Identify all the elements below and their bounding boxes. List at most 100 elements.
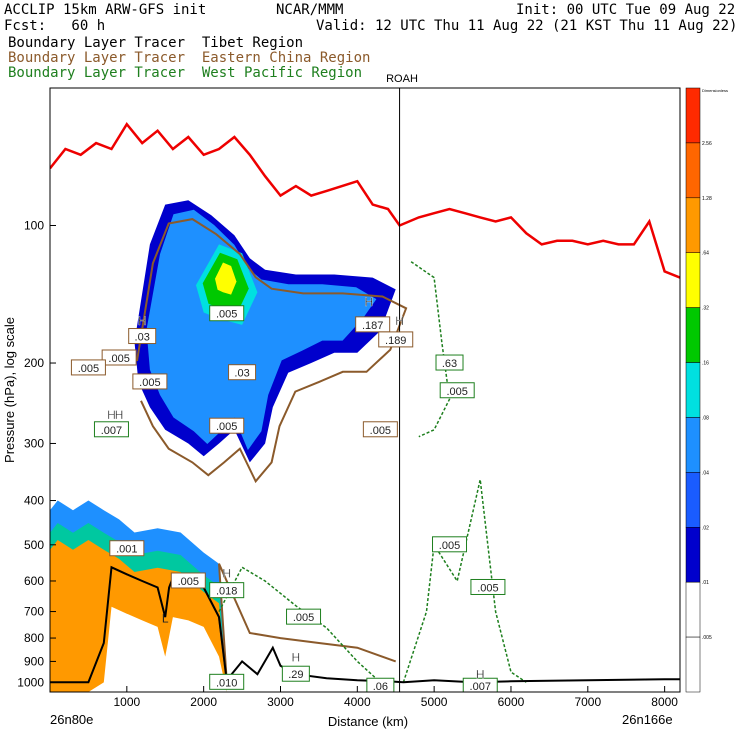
contour-label-box <box>470 578 506 595</box>
x-tick-label: 7000 <box>574 695 601 709</box>
contour-label-box <box>435 354 464 371</box>
colorbar-swatch <box>685 197 701 253</box>
contour-label: .007 <box>93 421 129 438</box>
y-tick-label: 500 <box>24 538 44 552</box>
y-tick-label: 700 <box>24 605 44 619</box>
contour-label-box <box>109 540 145 557</box>
colorbar-swatch <box>685 417 701 473</box>
header-source: NCAR/MMM <box>276 2 344 18</box>
x-tick-label: 4000 <box>344 695 371 709</box>
colorbar-tick-label: .02 <box>702 525 709 531</box>
contour-label-box <box>209 582 245 599</box>
contour-label-text: .005 <box>178 576 199 588</box>
contour-label-text: .005 <box>446 386 467 398</box>
contour-label-text: .018 <box>216 586 237 598</box>
contour-label-text: .005 <box>293 612 314 624</box>
contour-label: .005 <box>70 359 106 376</box>
colorbar-tick-label: .64 <box>702 251 709 257</box>
colorbar-swatch <box>685 362 701 418</box>
contour-label-box <box>170 572 206 589</box>
contour-label-text: .010 <box>216 677 237 689</box>
contour-label-text: .001 <box>116 544 137 556</box>
colorbar: 2.56 1.28 .64 .32 .16 .08 .04 .02 .01 .005 Dimensi… <box>685 87 728 693</box>
contour-label-text: .06 <box>373 681 388 693</box>
contour-label-text: .005 <box>216 421 237 433</box>
contour-label-box <box>281 665 310 682</box>
colorbar-tick-label: .08 <box>702 415 709 421</box>
contour-label-box <box>128 328 157 345</box>
colorbar-swatch <box>685 142 701 199</box>
colorbar-swatch <box>685 527 701 583</box>
contour-label: .005 <box>170 572 206 589</box>
contour-label-text: .005 <box>477 582 498 594</box>
upper-plume-mid <box>146 209 377 451</box>
contour-label: .03 <box>128 328 157 345</box>
contour-label: .06 <box>366 677 395 693</box>
contour-label-box <box>209 673 245 690</box>
contour-west-pacific-upper <box>410 261 451 438</box>
contour-label-text: .189 <box>385 335 406 347</box>
contour-label-box <box>101 349 137 366</box>
colorbar-swatch <box>685 636 701 693</box>
header-valid: Valid: 12 UTC Thu 11 Aug 22 (21 KST Thu … <box>316 18 738 34</box>
colorbar-tick-label: .01 <box>702 580 709 586</box>
x-tick-label: 3000 <box>267 695 294 709</box>
colorbar-title: Dimensionless <box>702 88 728 93</box>
colorbar-swatch <box>685 252 701 308</box>
low-marker: L <box>162 612 169 626</box>
contour-label-box <box>132 373 168 390</box>
colorbar-tick-label: .005 <box>702 635 712 641</box>
y-tick-label: 400 <box>24 494 44 508</box>
y-axis-label: Pressure (hPa), log scale <box>2 317 17 463</box>
contour-label-text: .005 <box>370 425 391 437</box>
upper-plume-yellow <box>215 262 237 295</box>
colorbar-tick-label: 2.56 <box>702 141 712 147</box>
high-marker: H <box>476 667 485 681</box>
contour-label-text: .187 <box>362 320 383 332</box>
corner-label-left: 26n80e <box>50 712 94 727</box>
contour-label-text: .007 <box>470 681 491 693</box>
contour-label-text: .005 <box>78 363 99 375</box>
high-marker: H <box>115 408 124 422</box>
contour-label-box <box>93 421 129 438</box>
high-marker: H <box>222 567 231 581</box>
contour-label: .187 <box>355 316 391 333</box>
high-marker: H <box>395 314 404 328</box>
contour-label-box <box>362 421 398 438</box>
plot-frame <box>49 87 681 693</box>
contour-label: .005 <box>470 578 506 595</box>
colorbar-tick-label: .04 <box>702 470 709 476</box>
contour-label-text: .007 <box>101 425 122 437</box>
contour-label-box <box>209 305 245 322</box>
marker-label: ROAH <box>386 73 418 85</box>
high-marker: H <box>292 650 301 664</box>
contour-west-pacific-mid <box>218 566 381 683</box>
contour-label-box <box>286 608 322 625</box>
header-init: Init: 00 UTC Tue 09 Aug 22 <box>516 2 736 18</box>
colorbar-swatch <box>685 87 701 144</box>
contour-label-text: .03 <box>135 332 150 344</box>
high-marker: H <box>107 408 116 422</box>
contour-label: .03 <box>228 364 257 381</box>
contour-label: .005 <box>439 382 475 399</box>
contour-label-box <box>355 316 391 333</box>
y-tick-label: 300 <box>24 436 44 450</box>
contour-eastern-china-outer <box>136 218 408 484</box>
contour-label: .005 <box>101 349 137 366</box>
contour-label: .63 <box>435 354 464 371</box>
colorbar-tick-label: .32 <box>702 306 709 312</box>
legend-tracer-tibet: Boundary Layer Tracer Tibet Region <box>8 35 304 51</box>
colorbar-swatch <box>685 581 701 638</box>
contour-label-box <box>462 677 498 692</box>
contour-label-text: .03 <box>234 368 249 380</box>
y-tick-label: 200 <box>24 356 44 370</box>
contour-label: .005 <box>209 417 245 434</box>
colorbar-swatch <box>685 307 701 363</box>
legend-tracer-eastern-china: Boundary Layer Tracer Eastern China Regi… <box>8 50 371 66</box>
contour-label-box <box>228 364 257 381</box>
contour-label: .005 <box>432 536 468 553</box>
contour-label-box <box>432 536 468 553</box>
x-tick-label: 5000 <box>421 695 448 709</box>
x-tick-label: 8000 <box>651 695 678 709</box>
